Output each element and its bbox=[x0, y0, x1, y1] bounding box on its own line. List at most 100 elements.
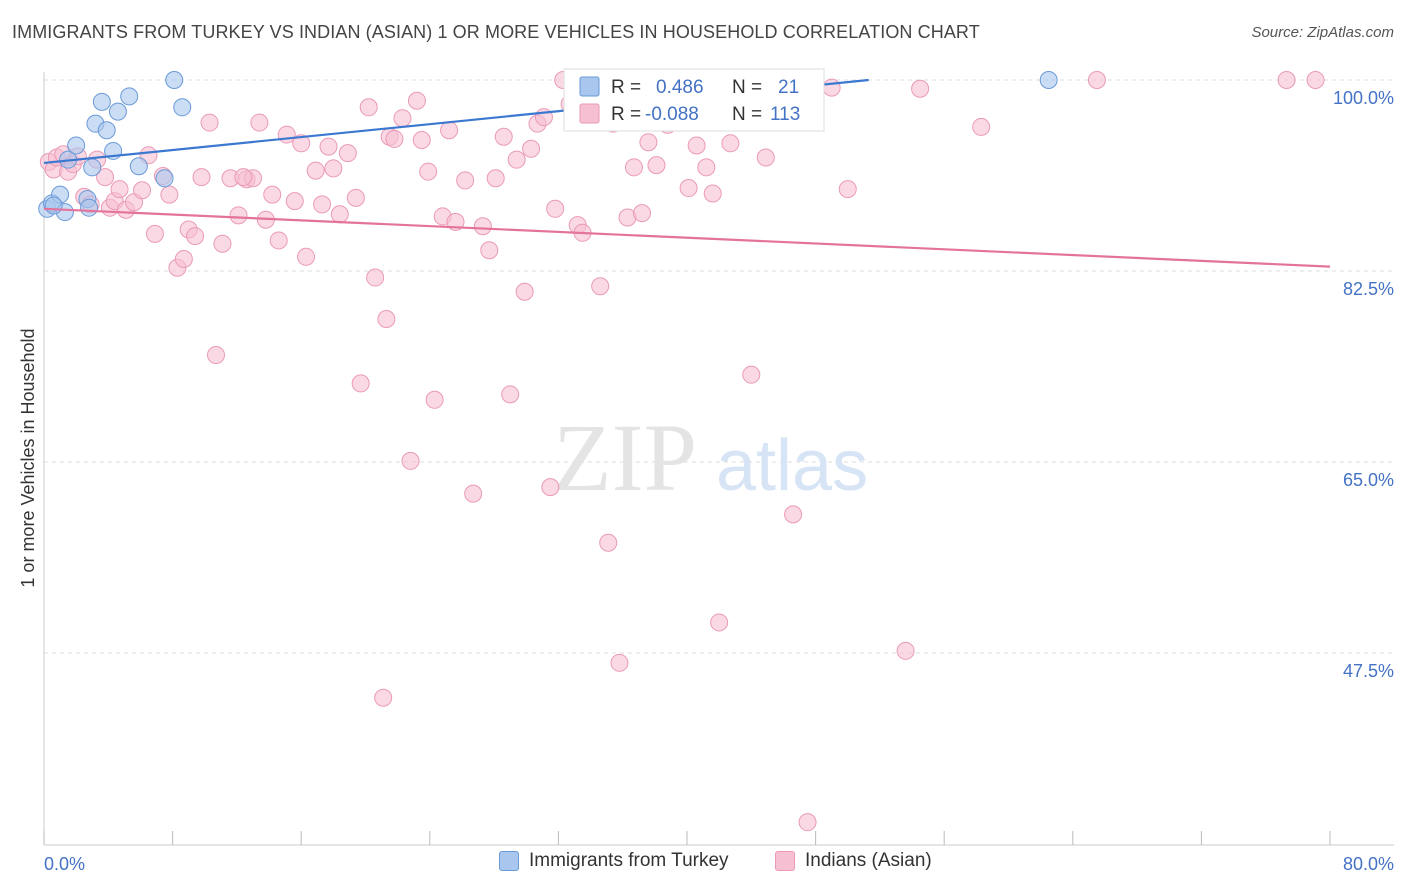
point-indians-asian-47 bbox=[346, 188, 365, 207]
point-indians-asian-16 bbox=[133, 181, 152, 200]
watermark-zip: ZIP bbox=[553, 404, 697, 511]
legend-top-r-value-1: -0.088 bbox=[645, 104, 699, 125]
point-indians-asian-51 bbox=[374, 688, 393, 707]
series-immigrants-from-turkey bbox=[38, 71, 1058, 222]
point-indians-asian-55 bbox=[393, 109, 412, 128]
point-indians-asian-94 bbox=[679, 179, 698, 198]
legend-swatch-turkey bbox=[499, 851, 519, 871]
point-indians-asian-35 bbox=[263, 185, 282, 204]
point-indians-asian-58 bbox=[412, 131, 431, 150]
point-indians-asian-70 bbox=[501, 385, 520, 404]
point-indians-asian-65 bbox=[464, 484, 483, 503]
legend-label-indians: Indians (Asian) bbox=[805, 850, 932, 871]
point-indians-asian-107 bbox=[911, 79, 930, 98]
point-indians-asian-66 bbox=[473, 217, 492, 236]
point-indians-asian-69 bbox=[494, 127, 513, 146]
legend-top: R = 0.486 N = 21 R = -0.088 N = 113 bbox=[563, 68, 825, 132]
point-indians-asian-108 bbox=[972, 117, 991, 136]
point-indians-asian-18 bbox=[145, 224, 164, 243]
point-indians-asian-71 bbox=[507, 150, 526, 169]
y-axis-title: 1 or more Vehicles in Household bbox=[18, 328, 38, 587]
point-indians-asian-89 bbox=[632, 204, 651, 223]
point-indians-asian-44 bbox=[324, 159, 343, 178]
point-turkey-16 bbox=[155, 169, 174, 188]
point-indians-asian-100 bbox=[742, 365, 761, 384]
trend-line-indians-asian bbox=[43, 207, 1331, 268]
point-indians-asian-112 bbox=[234, 168, 253, 187]
point-turkey-10 bbox=[92, 92, 111, 111]
point-indians-asian-50 bbox=[366, 268, 385, 287]
point-indians-asian-43 bbox=[319, 137, 338, 156]
x-tick-label-0: 0.0% bbox=[44, 854, 85, 874]
point-indians-asian-91 bbox=[647, 156, 666, 175]
point-indians-asian-67 bbox=[480, 241, 499, 260]
point-indians-asian-59 bbox=[419, 162, 438, 181]
point-indians-asian-38 bbox=[285, 192, 304, 211]
point-indians-asian-13 bbox=[110, 180, 129, 199]
point-indians-asian-28 bbox=[213, 234, 232, 253]
point-indians-asian-105 bbox=[838, 180, 857, 199]
point-indians-asian-68 bbox=[486, 169, 505, 188]
point-indians-asian-60 bbox=[425, 390, 444, 409]
legend-top-box bbox=[563, 68, 825, 132]
point-indians-asian-102 bbox=[784, 505, 803, 524]
point-indians-asian-83 bbox=[591, 277, 610, 296]
point-indians-asian-77 bbox=[546, 199, 565, 218]
point-indians-asian-64 bbox=[456, 171, 475, 190]
point-indians-asian-104 bbox=[822, 78, 841, 97]
point-indians-asian-25 bbox=[192, 168, 211, 187]
legend-bottom: Immigrants from Turkey Indians (Asian) bbox=[0, 850, 1406, 880]
point-indians-asian-57 bbox=[407, 91, 426, 110]
point-indians-asian-62 bbox=[440, 121, 459, 140]
legend-item-indians: Indians (Asian) bbox=[775, 850, 932, 872]
point-indians-asian-84 bbox=[599, 533, 618, 552]
y-tick-label-1: 82.5% bbox=[1343, 279, 1394, 299]
point-indians-asian-42 bbox=[313, 195, 332, 214]
legend-top-swatch-pink bbox=[579, 103, 600, 124]
point-indians-asian-86 bbox=[610, 653, 629, 672]
point-indians-asian-36 bbox=[269, 231, 288, 250]
point-indians-asian-45 bbox=[330, 205, 349, 224]
point-indians-asian-20 bbox=[160, 185, 179, 204]
point-indians-asian-41 bbox=[306, 161, 325, 180]
point-indians-asian-54 bbox=[385, 129, 404, 148]
point-indians-asian-30 bbox=[229, 206, 248, 225]
point-indians-asian-33 bbox=[250, 113, 269, 132]
point-indians-asian-27 bbox=[207, 346, 226, 365]
y-tick-labels: 100.0% 82.5% 65.0% 47.5% bbox=[1333, 88, 1394, 681]
point-turkey-19 bbox=[1039, 71, 1058, 89]
point-indians-asian-88 bbox=[624, 158, 643, 177]
point-turkey-15 bbox=[129, 157, 148, 176]
point-indians-asian-24 bbox=[186, 227, 205, 246]
legend-top-n-value-0: 21 bbox=[778, 77, 799, 98]
legend-label-turkey: Immigrants from Turkey bbox=[529, 850, 729, 871]
y-tick-label-3: 47.5% bbox=[1343, 661, 1394, 681]
legend-item-turkey: Immigrants from Turkey bbox=[499, 850, 729, 872]
point-indians-asian-110 bbox=[1277, 71, 1296, 89]
chart-title: IMMIGRANTS FROM TURKEY VS INDIAN (ASIAN)… bbox=[12, 22, 980, 42]
point-indians-asian-72 bbox=[515, 282, 534, 301]
point-indians-asian-106 bbox=[896, 641, 915, 660]
point-indians-asian-48 bbox=[351, 374, 370, 393]
point-turkey-7 bbox=[80, 198, 99, 217]
legend-top-n-value-1: 113 bbox=[770, 104, 800, 125]
legend-top-r-label-0: R = bbox=[611, 77, 641, 98]
point-turkey-8 bbox=[83, 158, 102, 177]
point-indians-asian-99 bbox=[721, 134, 740, 153]
point-indians-asian-90 bbox=[639, 133, 658, 152]
legend-top-n-label-1: N = bbox=[732, 104, 762, 125]
point-indians-asian-111 bbox=[1306, 71, 1325, 89]
point-indians-asian-52 bbox=[377, 310, 396, 329]
x-tick-label-1: 80.0% bbox=[1343, 854, 1394, 874]
point-indians-asian-39 bbox=[292, 134, 311, 153]
y-tick-label-0: 100.0% bbox=[1333, 88, 1394, 108]
point-indians-asian-26 bbox=[200, 113, 219, 132]
point-indians-asian-22 bbox=[174, 249, 193, 268]
point-indians-asian-95 bbox=[687, 136, 706, 155]
point-turkey-13 bbox=[108, 102, 127, 121]
x-ticks bbox=[43, 831, 1331, 845]
gridlines bbox=[44, 79, 1394, 654]
point-turkey-20 bbox=[44, 196, 63, 215]
point-indians-asian-56 bbox=[401, 451, 420, 470]
